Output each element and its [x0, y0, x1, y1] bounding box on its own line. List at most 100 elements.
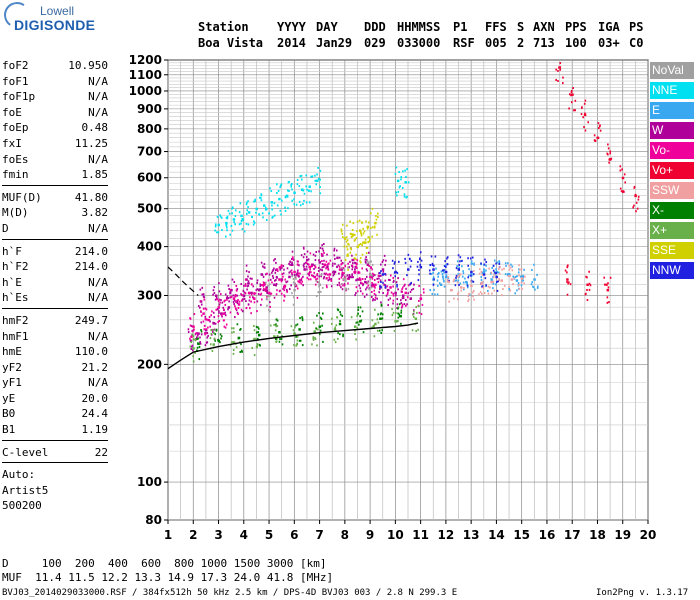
echo-dot: [291, 261, 293, 264]
data-point: [359, 320, 362, 323]
echo-dot: [400, 322, 402, 325]
echo-dot: [232, 327, 235, 330]
echo-dot: [234, 295, 237, 298]
echo-dot: [240, 343, 242, 346]
echo-dot: [415, 330, 417, 333]
echo-dot: [362, 284, 364, 287]
echo-dot: [291, 292, 293, 295]
param-row-hmf1: hmF1 N/A: [2, 329, 108, 345]
echo-dot: [241, 218, 243, 221]
echo-dot: [383, 283, 385, 286]
echo-dot: [518, 288, 521, 291]
echo-dot: [252, 296, 254, 299]
echo-dot: [296, 263, 299, 266]
echo-dot: [308, 201, 311, 204]
echo-dot: [435, 267, 437, 270]
echo-dot: [292, 278, 295, 281]
y-tick-label: 100: [137, 475, 162, 489]
echo-dot: [443, 271, 445, 274]
echo-dot: [338, 265, 341, 268]
data-point: [394, 270, 397, 274]
echo-dot: [607, 143, 609, 146]
echo-dot: [317, 291, 320, 294]
echo-dot: [280, 213, 282, 216]
echo-dot: [301, 316, 303, 319]
echo-dot: [495, 281, 498, 284]
echo-dot: [259, 196, 261, 199]
param-name: fxI: [2, 136, 22, 150]
echo-dot: [233, 330, 235, 333]
param-row-foe: foE N/A: [2, 105, 108, 121]
echo-dot: [302, 264, 305, 267]
echo-dot: [378, 291, 381, 294]
echo-dot: [297, 275, 300, 278]
echo-dot: [319, 290, 322, 293]
echo-dot: [189, 317, 192, 320]
echo-dot: [192, 338, 195, 341]
echo-dot: [341, 288, 344, 291]
echo-dot: [349, 260, 351, 263]
echo-dot: [314, 283, 317, 286]
echo-dot: [492, 280, 495, 283]
echo-dot: [374, 294, 377, 297]
legend-item-sse: SSE: [650, 242, 694, 259]
echo-dot: [296, 178, 299, 181]
echo-dot: [321, 263, 324, 266]
echo-dot: [386, 285, 389, 288]
echo-dot: [343, 245, 346, 248]
echo-dot: [466, 282, 468, 285]
echo-dot: [211, 328, 213, 331]
echo-dot: [344, 275, 347, 278]
echo-dot: [218, 310, 220, 313]
echo-dot: [480, 262, 482, 265]
echo-dot: [264, 289, 267, 292]
echo-dot: [321, 244, 323, 247]
echo-dot: [367, 241, 369, 244]
echo-dot: [296, 296, 299, 299]
echo-dot: [323, 275, 326, 278]
echo-dot: [562, 76, 564, 79]
echo-dot: [340, 263, 343, 266]
echo-dot: [291, 199, 293, 202]
echo-dot: [240, 219, 243, 222]
echo-dot: [255, 345, 258, 348]
echo-dot: [251, 215, 253, 218]
param-value: N/A: [88, 90, 108, 104]
echo-dot: [291, 271, 293, 274]
echo-dot: [291, 275, 293, 278]
echo-dot: [351, 254, 353, 257]
echo-dot: [392, 302, 394, 305]
echo-dot: [468, 274, 470, 277]
data-point: [273, 283, 276, 287]
echo-dot: [495, 271, 498, 274]
echo-dot: [257, 327, 260, 330]
echo-dot: [405, 175, 407, 178]
echo-dot: [234, 209, 237, 212]
echo-dot: [252, 223, 255, 226]
echo-dot: [255, 325, 258, 328]
param-value: 11.25: [74, 136, 108, 150]
echo-dot: [239, 350, 242, 353]
echo-dot: [306, 276, 309, 279]
echo-dot: [362, 232, 365, 235]
echo-dot: [187, 331, 190, 334]
echo-dot: [381, 329, 383, 332]
echo-dot: [217, 321, 220, 324]
echo-dot: [574, 109, 577, 112]
echo-dot: [436, 284, 439, 287]
echo-dot: [376, 329, 379, 332]
echo-dot: [397, 307, 399, 310]
echo-dot: [361, 221, 363, 224]
echo-dot: [259, 288, 262, 291]
echo-dot: [348, 277, 350, 280]
echo-dot: [336, 265, 338, 268]
echo-dot: [241, 294, 243, 297]
echo-dot: [243, 297, 246, 300]
echo-dot: [418, 311, 421, 314]
echo-dot: [204, 331, 206, 334]
echo-dot: [294, 275, 297, 278]
header-label-pps: PPS: [565, 20, 587, 34]
echo-dot: [354, 265, 357, 268]
data-point: [515, 279, 519, 282]
param-value: 24.4: [81, 407, 109, 421]
